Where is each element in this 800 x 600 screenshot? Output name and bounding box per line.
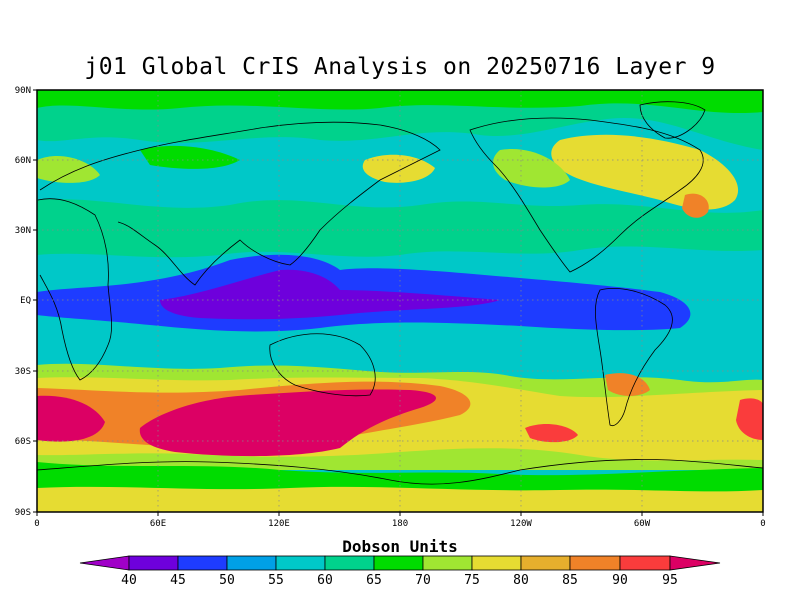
lon-label-60e: 60E <box>150 519 166 529</box>
coast-north-america <box>469 117 704 273</box>
colorbar-labels: 40 45 50 55 60 65 70 75 80 85 90 95 <box>121 573 678 588</box>
colorbar-label-50: 50 <box>219 573 235 588</box>
lon-labels: 0 60E 120E 180 120W 60W 0 <box>34 519 765 529</box>
field-south-pac-red <box>525 424 578 443</box>
field-arctic-lime <box>37 90 763 114</box>
coast-eurasia <box>39 121 441 286</box>
colorbar-swatch-11 <box>619 555 671 571</box>
coast-africa <box>37 198 113 381</box>
colorbar-label-95: 95 <box>662 573 678 588</box>
lon-label-180: 180 <box>392 519 408 529</box>
colorbar-label-85: 85 <box>562 573 578 588</box>
colorbar-swatch-7 <box>422 555 473 571</box>
field-southern-high-2 <box>139 389 437 457</box>
coast-australia <box>269 333 376 397</box>
lat-label-60s: 60S <box>15 437 31 447</box>
colorbar-swatch-2 <box>177 555 228 571</box>
colorbar-label-75: 75 <box>464 573 480 588</box>
coastlines <box>37 101 763 485</box>
colorbar-label-40: 40 <box>121 573 137 588</box>
coast-south-america <box>595 287 673 427</box>
colorbar-swatch-5 <box>324 555 375 571</box>
lat-labels: 90N 60N 30N EQ 30S 60S 90S <box>15 86 31 518</box>
lon-label-0-left: 0 <box>34 519 39 529</box>
lat-label-60n: 60N <box>15 156 31 166</box>
lat-label-90n: 90N <box>15 86 31 96</box>
coast-greenland <box>639 101 706 139</box>
colorbar-label-45: 45 <box>170 573 186 588</box>
colorbar-label-90: 90 <box>612 573 628 588</box>
colorbar-units-label: Dobson Units <box>342 537 458 556</box>
lat-label-eq: EQ <box>20 296 31 306</box>
field-na-orange <box>682 193 709 218</box>
colorbar-label-70: 70 <box>415 573 431 588</box>
field-eur-lime <box>37 155 100 183</box>
colorbar-swatch-8 <box>471 555 522 571</box>
field-green-n <box>140 145 240 169</box>
colorbar-label-60: 60 <box>317 573 333 588</box>
field-nmid-green <box>37 199 763 258</box>
field-na-lime <box>493 149 570 188</box>
lat-axis <box>33 89 37 513</box>
map-title: j01 Global CrIS Analysis on 20250716 Lay… <box>84 54 716 80</box>
colorbar-right-arrow <box>669 555 721 571</box>
lon-axis <box>36 512 764 516</box>
colorbar-label-55: 55 <box>268 573 284 588</box>
lat-label-90s: 90S <box>15 508 31 518</box>
colorbar-label-80: 80 <box>513 573 529 588</box>
colorbar-left-arrow <box>79 555 130 571</box>
colorbar-swatch-3 <box>226 555 277 571</box>
lat-label-30s: 30S <box>15 367 31 377</box>
field-southern-high <box>37 395 105 442</box>
field-samer-orange <box>605 373 650 396</box>
field-wpac-purple <box>160 269 500 320</box>
lon-label-120e: 120E <box>268 519 290 529</box>
colorbar-swatch-10 <box>569 555 621 571</box>
field-safr-red <box>736 398 763 440</box>
lon-label-60w: 60W <box>634 519 651 529</box>
lon-label-0-right: 0 <box>760 519 765 529</box>
coast-antarctica <box>37 459 763 485</box>
lat-label-30n: 30N <box>15 226 31 236</box>
colorbar-swatch-6 <box>373 555 424 571</box>
field-na-yellow <box>551 134 739 210</box>
lon-label-120w: 120W <box>510 519 532 529</box>
colorbar-swatch-9 <box>520 555 571 571</box>
colorbar-swatch-4 <box>275 555 326 571</box>
colorbar-label-65: 65 <box>366 573 382 588</box>
colorbar-swatch-1 <box>128 555 179 571</box>
colorbar <box>79 555 721 571</box>
field-antarctic-yellow <box>37 486 763 512</box>
map-grid <box>37 90 763 512</box>
